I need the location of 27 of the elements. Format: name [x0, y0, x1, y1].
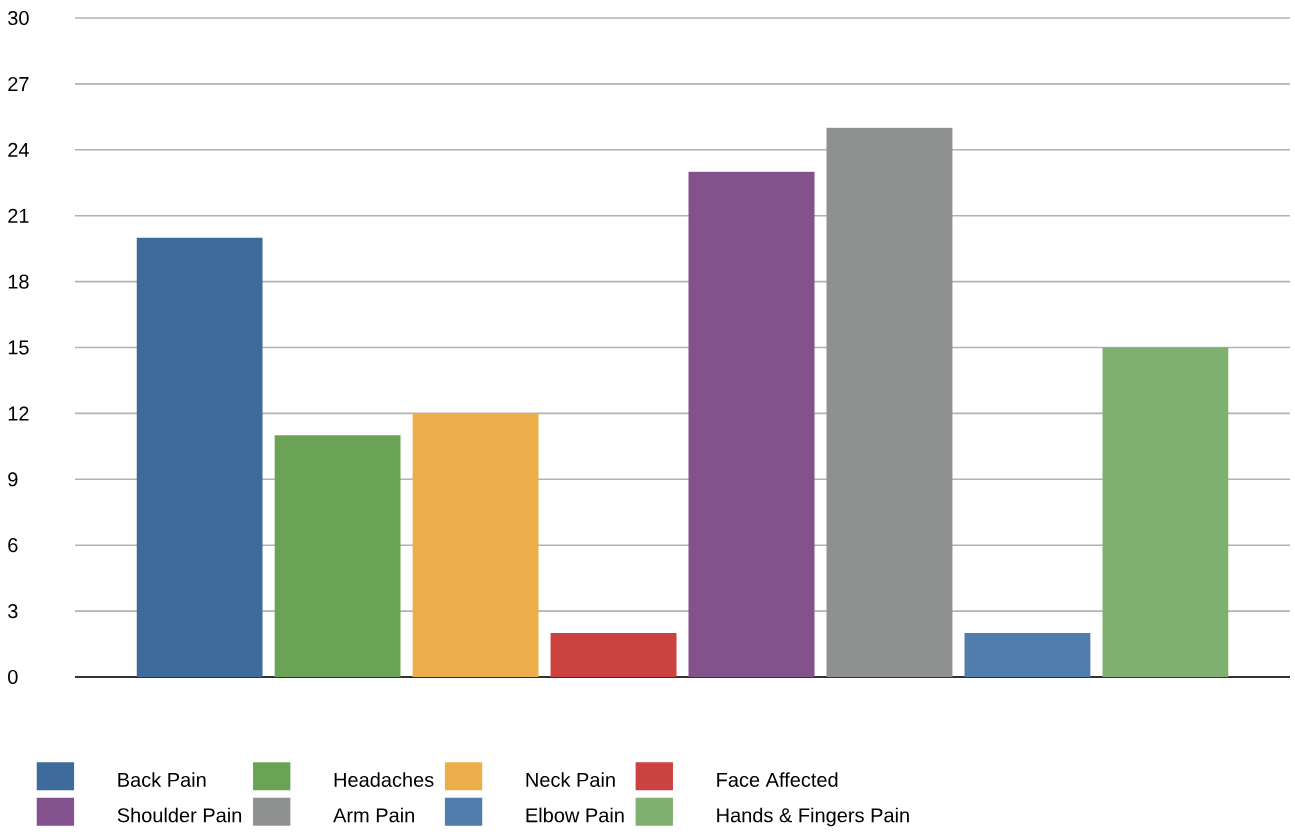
legend-label: Headaches [334, 772, 434, 787]
bar [1102, 347, 1229, 677]
y-tick-label: 6 [8, 538, 18, 553]
y-tick-label: 12 [8, 406, 29, 421]
y-tick-label: 3 [8, 604, 18, 619]
legend-label: Neck Pain [526, 772, 615, 787]
y-tick-label: 9 [8, 472, 18, 487]
bar [136, 237, 263, 677]
legend-label: Face Affected [717, 772, 838, 787]
bar [826, 127, 953, 677]
y-tick-label: 18 [8, 274, 29, 289]
y-tick-label: 24 [8, 142, 29, 157]
bar [550, 633, 677, 677]
legend-label: Elbow Pain [526, 807, 624, 823]
y-tick-label: 21 [8, 208, 29, 223]
legend-label: Shoulder Pain [117, 807, 242, 823]
y-tick-label: 0 [8, 669, 18, 685]
y-tick-label: 27 [8, 76, 29, 91]
bar [688, 171, 815, 677]
legend-label: Hands & Fingers Pain [717, 807, 909, 827]
bar [412, 413, 539, 677]
y-tick-label: 30 [8, 10, 29, 26]
y-tick-label: 15 [8, 340, 29, 355]
bar [274, 435, 401, 677]
bar [964, 633, 1091, 677]
legend-label: Back Pain [118, 772, 206, 787]
legend-label: Arm Pain [333, 807, 414, 823]
